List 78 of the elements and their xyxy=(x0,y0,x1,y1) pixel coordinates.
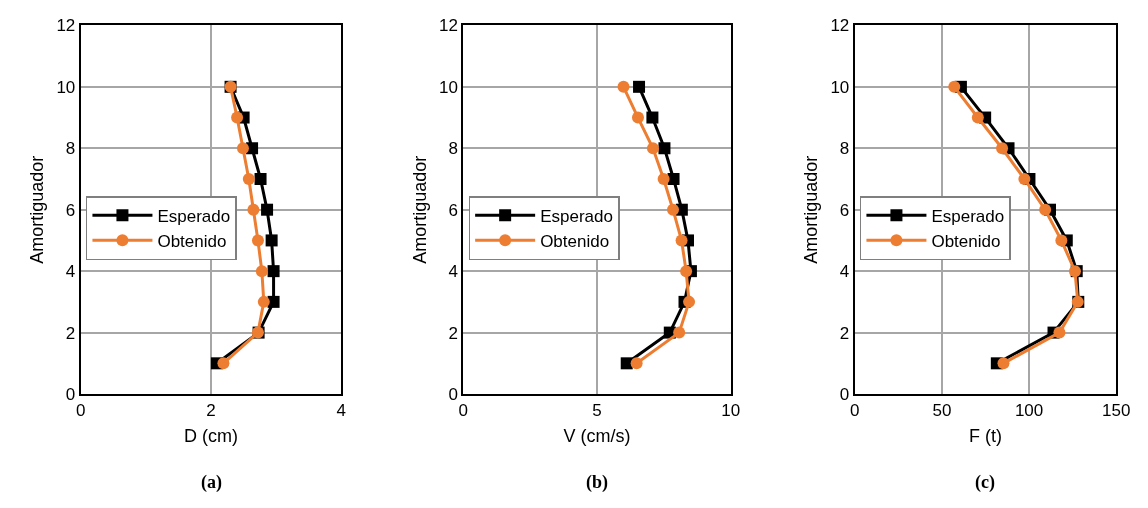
x-tick-label: 10 xyxy=(721,401,741,421)
point xyxy=(633,80,646,93)
y-tick-label: 0 xyxy=(448,384,458,404)
x-axis-title: V (cm/s) xyxy=(563,426,631,447)
y-tick-label: 8 xyxy=(839,139,850,159)
point xyxy=(971,111,984,124)
y-tick-label: 6 xyxy=(448,200,458,220)
point xyxy=(657,172,670,185)
legend-label: Esperado xyxy=(157,206,231,226)
y-tick-label: 12 xyxy=(56,16,76,36)
point xyxy=(997,357,1010,370)
point xyxy=(267,295,280,308)
x-tick-label: 100 xyxy=(1014,401,1044,421)
point xyxy=(646,142,659,155)
y-tick-label: 6 xyxy=(65,200,76,220)
y-tick-label: 0 xyxy=(839,384,850,404)
y-tick-label: 6 xyxy=(839,200,850,220)
point xyxy=(261,203,274,216)
point xyxy=(242,172,255,185)
y-tick-label: 10 xyxy=(830,77,850,97)
point xyxy=(1053,326,1066,339)
x-tick-label: 150 xyxy=(1102,401,1131,421)
point xyxy=(673,326,686,339)
y-tick-label: 10 xyxy=(438,77,458,97)
point xyxy=(254,172,267,185)
x-axis-title: D (cm) xyxy=(184,426,239,447)
y-axis-title: Amortiguador xyxy=(409,155,430,264)
point xyxy=(948,80,961,93)
x-tick-label: 5 xyxy=(592,401,602,421)
point xyxy=(683,295,696,308)
y-tick-label: 8 xyxy=(65,139,76,159)
x-tick-label: 2 xyxy=(206,401,216,421)
point xyxy=(996,142,1009,155)
y-axis-title: Amortiguador xyxy=(27,155,48,264)
legend-label: Obtenido xyxy=(931,231,1001,251)
y-tick-label: 4 xyxy=(839,262,850,282)
y-tick-label: 8 xyxy=(448,139,458,159)
point xyxy=(630,357,643,370)
y-tick-label: 10 xyxy=(56,77,76,97)
y-tick-label: 4 xyxy=(448,262,458,282)
point xyxy=(247,203,260,216)
point xyxy=(658,142,671,155)
y-tick-label: 2 xyxy=(839,323,850,343)
y-tick-label: 4 xyxy=(65,262,76,282)
point xyxy=(1039,203,1052,216)
point xyxy=(217,357,230,370)
point xyxy=(631,111,644,124)
legend-label: Esperado xyxy=(931,206,1005,226)
text: (b) xyxy=(586,472,608,493)
y-tick-label: 12 xyxy=(830,16,850,36)
point xyxy=(680,265,693,278)
y-tick-label: 12 xyxy=(438,16,458,36)
text: (a) xyxy=(201,472,222,493)
point xyxy=(667,172,680,185)
x-tick-label: 4 xyxy=(336,401,347,421)
point xyxy=(236,142,249,155)
point xyxy=(646,111,659,124)
point xyxy=(1018,172,1031,185)
point xyxy=(251,234,264,247)
y-tick-label: 2 xyxy=(65,323,76,343)
text: (c) xyxy=(975,472,995,493)
y-tick-label: 2 xyxy=(448,323,458,343)
point xyxy=(255,265,268,278)
point xyxy=(257,295,270,308)
y-axis-title: Amortiguador xyxy=(801,155,822,264)
point xyxy=(265,234,278,247)
legend-label: Esperado xyxy=(540,206,613,226)
point xyxy=(675,234,688,247)
point xyxy=(1055,234,1068,247)
x-axis-title: F (t) xyxy=(969,426,1002,447)
legend-label: Obtenido xyxy=(540,231,610,251)
point xyxy=(617,80,630,93)
y-tick-label: 0 xyxy=(65,384,76,404)
x-tick-label: 50 xyxy=(932,401,952,421)
point xyxy=(267,265,280,278)
point xyxy=(667,203,680,216)
point xyxy=(231,111,244,124)
legend-label: Obtenido xyxy=(157,231,227,251)
